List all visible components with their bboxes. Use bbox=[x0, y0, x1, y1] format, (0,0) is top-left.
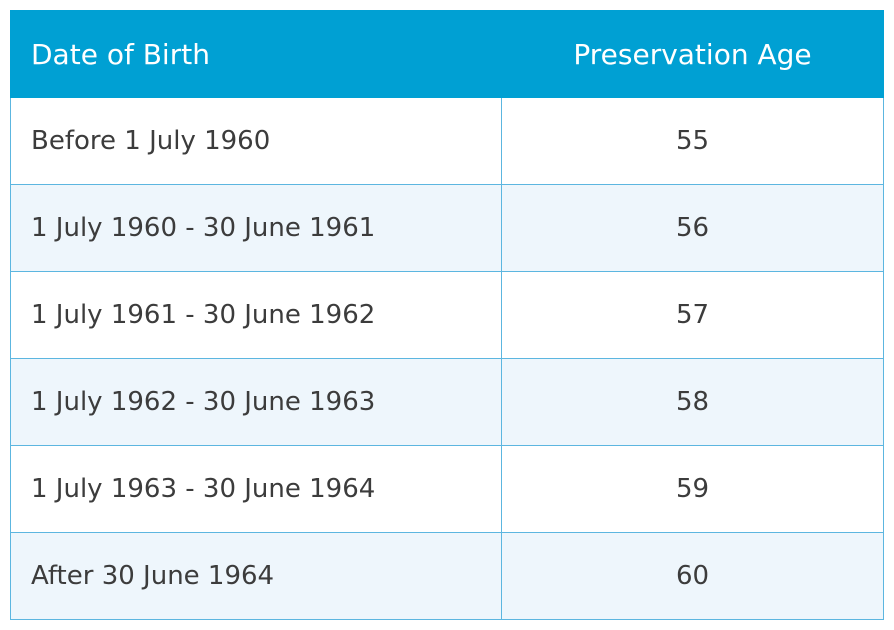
date-cell: 1 July 1960 - 30 June 1961 bbox=[10, 184, 502, 272]
table-row: 1 July 1963 - 30 June 1964 59 bbox=[10, 445, 884, 533]
date-cell: Before 1 July 1960 bbox=[10, 97, 502, 185]
table-row: 1 July 1960 - 30 June 1961 56 bbox=[10, 184, 884, 272]
table-row: After 30 June 1964 60 bbox=[10, 532, 884, 620]
age-cell: 59 bbox=[501, 445, 884, 533]
table-row: 1 July 1962 - 30 June 1963 58 bbox=[10, 358, 884, 446]
table-row: Before 1 July 1960 55 bbox=[10, 97, 884, 185]
table-row: 1 July 1961 - 30 June 1962 57 bbox=[10, 271, 884, 359]
age-cell: 57 bbox=[501, 271, 884, 359]
date-cell: 1 July 1962 - 30 June 1963 bbox=[10, 358, 502, 446]
table-container: Date of Birth Preservation Age Before 1 … bbox=[10, 10, 884, 620]
age-cell: 60 bbox=[501, 532, 884, 620]
table-body: Before 1 July 1960 55 1 July 1960 - 30 Jun… bbox=[10, 97, 884, 620]
table-header: Date of Birth Preservation Age bbox=[10, 10, 884, 98]
preservation-table: Date of Birth Preservation Age Before 1 … bbox=[10, 10, 884, 620]
date-cell: 1 July 1963 - 30 June 1964 bbox=[10, 445, 502, 533]
header-row: Date of Birth Preservation Age bbox=[10, 10, 884, 98]
age-cell: 55 bbox=[501, 97, 884, 185]
header-cell: Date of Birth bbox=[10, 10, 502, 98]
header-cell: Preservation Age bbox=[501, 10, 884, 98]
date-cell: After 30 June 1964 bbox=[10, 532, 502, 620]
age-cell: 58 bbox=[501, 358, 884, 446]
date-cell: 1 July 1961 - 30 June 1962 bbox=[10, 271, 502, 359]
age-cell: 56 bbox=[501, 184, 884, 272]
